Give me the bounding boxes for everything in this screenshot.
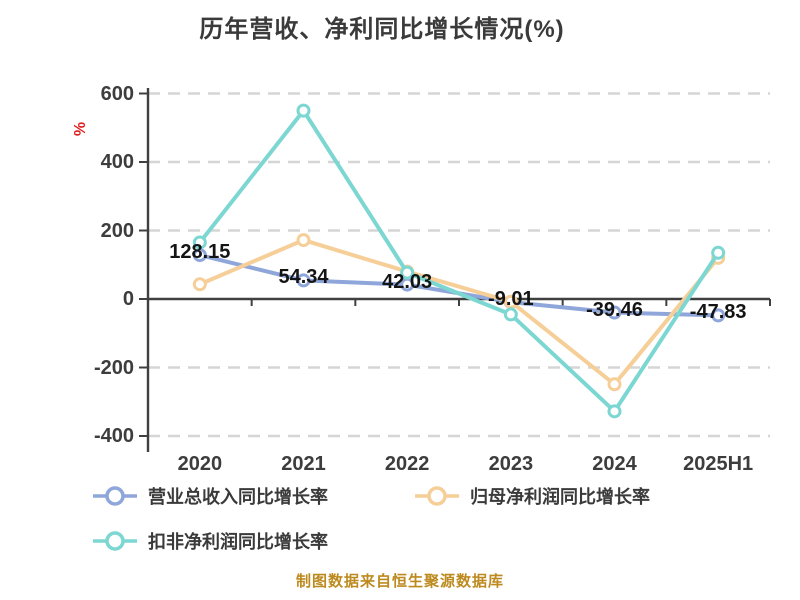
series-2-point-2024[interactable] [607,404,622,419]
y-tick-label-600: 600 [100,82,134,105]
x-tick-label-2021: 2021 [281,453,326,475]
legend-marker-deducted-profit-icon [93,531,137,551]
legend-marker-revenue-icon [93,486,137,506]
legend-label-deducted-profit: 扣非净利润同比增长率 [148,532,328,552]
series-line-2 [197,108,721,414]
series-0-point-2021[interactable] [296,273,311,288]
legend-item-net-profit-growth[interactable]: 归母净利润同比增长率 [414,483,650,509]
data-label-2021: 54.34 [278,266,329,289]
series-0-point-2024[interactable] [607,305,622,320]
series-0-point-2020[interactable] [192,248,207,263]
series-2-point-2021[interactable] [296,103,311,118]
series-1-point-2020[interactable] [192,277,207,292]
x-tick-label-2024: 2024 [592,453,637,475]
series-line-1 [197,238,721,387]
y-tick-label--200: -200 [93,356,134,379]
legend-label-net-profit: 归母净利润同比增长率 [470,487,650,507]
legend-marker-net-profit-icon [415,486,459,506]
x-tick-label-2022: 2022 [384,453,430,475]
chart-title: 历年营收、净利同比增长情况(%) [199,16,565,43]
data-source-note: 制图数据来自恒生聚源数据库 [295,573,504,590]
legend-item-deducted-profit-growth[interactable]: 扣非净利润同比增长率 [92,528,328,554]
data-label-2022: 42.03 [382,270,433,293]
series-2-point-2020[interactable] [192,235,207,250]
legend-label-revenue: 营业总收入同比增长率 [148,487,328,507]
data-label-2025H1: -47.83 [689,301,747,324]
series-0-point-2025H1[interactable] [711,308,726,323]
y-tick-label-0: 0 [122,288,134,310]
y-tick-label--400: -400 [93,425,134,447]
series-1-point-2021[interactable] [296,233,311,248]
data-label-2023: -9.01 [488,288,534,311]
series-2-point-2023[interactable] [503,307,518,322]
x-tick-label-2020: 2020 [177,453,223,475]
x-tick-label-2023: 2023 [488,453,534,475]
series-1-point-2023[interactable] [503,294,518,309]
x-tick-label-2025H1: 2025H1 [683,453,754,475]
series-2-point-2022[interactable] [400,265,415,280]
series-2-point-2025H1[interactable] [711,245,726,260]
y-tick-label-200: 200 [100,219,134,242]
y-tick-label-400: 400 [100,151,134,173]
data-label-2020: 128.15 [169,241,231,264]
legend-item-revenue-growth[interactable]: 营业总收入同比增长率 [92,483,328,509]
data-label-2024: -39.46 [586,298,643,321]
series-1-point-2024[interactable] [607,377,622,392]
